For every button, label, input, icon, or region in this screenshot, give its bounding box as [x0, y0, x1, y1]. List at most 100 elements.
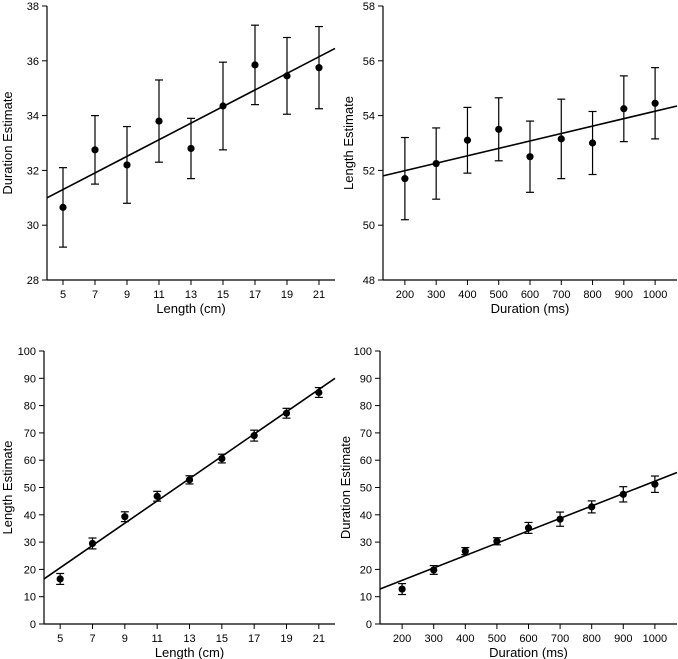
- data-point: [619, 490, 627, 498]
- x-tick-label: 9: [122, 633, 128, 645]
- data-point: [401, 175, 409, 183]
- data-point: [526, 153, 534, 161]
- data-point: [88, 539, 97, 548]
- y-tick-label: 0: [30, 619, 36, 631]
- y-tick-label: 80: [360, 401, 372, 413]
- y-tick-label: 40: [24, 510, 36, 522]
- data-point: [56, 575, 64, 583]
- data-point: [524, 524, 533, 532]
- x-tick-label: 900: [614, 633, 632, 645]
- x-tick-label: 500: [490, 289, 508, 301]
- y-tick-label: 30: [27, 220, 39, 232]
- x-tick-label: 800: [583, 633, 601, 645]
- y-tick-label: 90: [24, 373, 36, 385]
- y-tick-label: 58: [363, 1, 375, 13]
- x-axis-label: Length (cm): [155, 645, 224, 659]
- data-point: [651, 99, 659, 107]
- y-tick-label: 54: [363, 111, 375, 123]
- data-point: [495, 125, 503, 133]
- data-point: [251, 61, 259, 69]
- y-tick-label: 34: [27, 111, 39, 123]
- x-axis-label: Duration (ms): [491, 301, 570, 316]
- data-point: [283, 72, 291, 80]
- x-tick-label: 900: [615, 289, 633, 301]
- data-point: [430, 566, 438, 574]
- x-tick-label: 21: [313, 289, 325, 301]
- y-tick-label: 50: [363, 220, 375, 232]
- y-tick-label: 80: [24, 401, 36, 413]
- y-tick-label: 48: [363, 275, 375, 287]
- x-tick-label: 7: [92, 289, 98, 301]
- y-tick-label: 0: [366, 619, 372, 631]
- y-tick-label: 36: [27, 56, 39, 68]
- y-tick-label: 100: [18, 346, 36, 358]
- y-tick-label: 30: [24, 537, 36, 549]
- y-axis-label: Length Estimate: [341, 96, 356, 190]
- data-point: [218, 454, 226, 463]
- x-tick-label: 15: [217, 289, 229, 301]
- x-tick-label: 600: [521, 289, 539, 301]
- data-point: [463, 136, 472, 144]
- chart-panel-duration-vs-length: 28 30 32 34 36 38 5 7 9 11 13 15 17 19 21 Length (cm) Du…: [0, 1, 336, 316]
- y-tick-label: 70: [360, 428, 372, 440]
- y-tick-label: 32: [27, 165, 39, 177]
- data-point: [123, 161, 131, 169]
- data-point: [315, 64, 323, 72]
- chart-panel-length-vs-duration: 48 50 52 54 56 58 200 300 400 500 600 700 800 900 1000…: [341, 1, 678, 316]
- x-tick-label: 500: [488, 633, 506, 645]
- x-tick-label: 1000: [643, 633, 667, 645]
- x-tick-label: 17: [249, 289, 261, 301]
- x-axis-label: Length (cm): [156, 301, 225, 316]
- data-point: [556, 515, 564, 523]
- y-axis-label: Duration Estimate: [0, 91, 15, 194]
- data-point: [588, 139, 597, 147]
- y-tick-label: 38: [27, 1, 39, 13]
- y-tick-label: 30: [360, 537, 372, 549]
- data-point: [185, 476, 194, 484]
- y-tick-label: 70: [24, 428, 36, 440]
- x-tick-label: 400: [458, 289, 476, 301]
- x-tick-label: 19: [281, 289, 293, 301]
- x-tick-label: 1000: [643, 289, 667, 301]
- x-tick-label: 15: [216, 633, 228, 645]
- y-tick-label: 10: [360, 592, 372, 604]
- y-tick-label: 50: [360, 483, 372, 495]
- data-point: [398, 585, 406, 593]
- data-point: [432, 159, 440, 168]
- x-tick-label: 400: [456, 633, 474, 645]
- x-tick-label: 700: [551, 633, 569, 645]
- x-tick-label: 600: [519, 633, 537, 645]
- x-tick-label: 19: [280, 633, 292, 645]
- data-point: [620, 105, 628, 113]
- y-tick-label: 40: [360, 510, 372, 522]
- x-tick-label: 300: [425, 633, 443, 645]
- data-point: [250, 432, 258, 440]
- data-point: [91, 146, 99, 154]
- y-tick-label: 56: [363, 56, 375, 68]
- x-tick-label: 800: [583, 289, 601, 301]
- x-tick-label: 13: [183, 633, 195, 645]
- data-point: [588, 503, 596, 511]
- data-point: [282, 409, 291, 417]
- y-tick-label: 90: [360, 373, 372, 385]
- data-point: [315, 388, 323, 397]
- data-point: [651, 480, 659, 488]
- chart-panel-length-vs-length: 0 10 20 30 40 50 60 70 80 90 100 5 7 9 11 13 15 17 19 21 Len…: [0, 346, 336, 659]
- x-tick-label: 11: [153, 289, 164, 301]
- data-point: [461, 547, 469, 555]
- x-tick-label: 13: [185, 289, 197, 301]
- x-tick-label: 5: [60, 289, 66, 301]
- data-point: [493, 537, 501, 545]
- y-axis-label: Duration Estimate: [338, 436, 353, 539]
- data-point: [557, 135, 565, 143]
- y-tick-label: 60: [24, 455, 36, 467]
- data-point: [59, 203, 67, 211]
- data-point: [153, 492, 161, 500]
- x-tick-label: 200: [396, 289, 414, 301]
- y-tick-label: 60: [360, 455, 372, 467]
- y-tick-label: 52: [363, 165, 375, 177]
- x-tick-label: 21: [313, 633, 325, 645]
- x-tick-label: 17: [248, 633, 260, 645]
- x-tick-label: 5: [57, 633, 63, 645]
